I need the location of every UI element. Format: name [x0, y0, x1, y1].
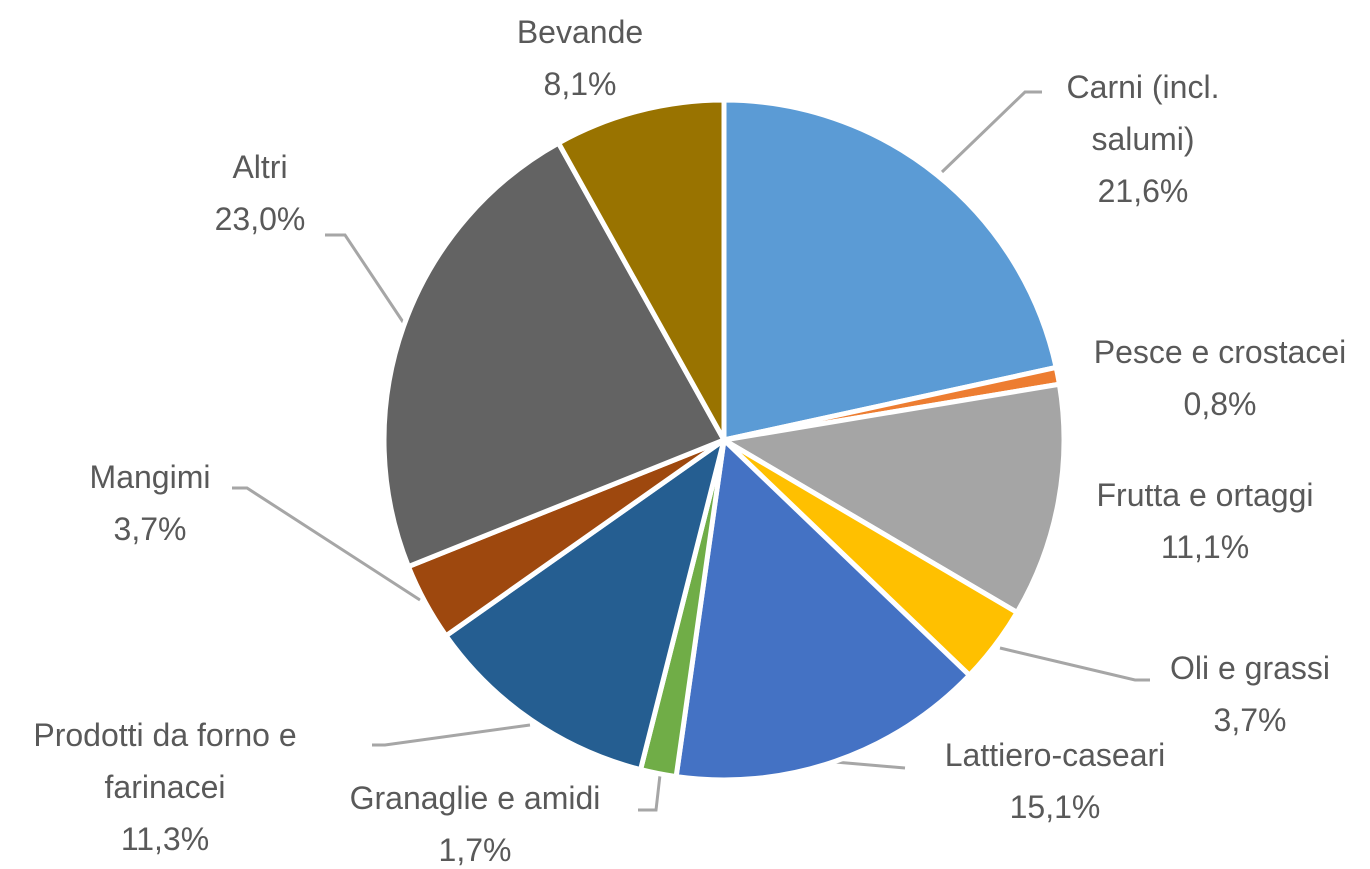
leader-line [232, 486, 421, 602]
leader-line [638, 774, 662, 812]
pie-slice [443, 437, 727, 773]
leader-line [372, 723, 531, 747]
pie-slice [555, 97, 727, 443]
leader-lines [232, 90, 1150, 812]
value-label: 11,3% [120, 821, 210, 857]
value-label: 23,0% [214, 201, 306, 237]
value-label: 11,1% [1160, 529, 1250, 565]
data-label: Frutta e ortaggi 11,1% [1035, 469, 1370, 573]
value-label: 8,1% [543, 66, 617, 102]
pie-slice [721, 97, 1059, 443]
category-label: Oli e grassi [1169, 650, 1331, 686]
category-label: Prodotti da forno e farinacei [33, 717, 297, 805]
value-label: 3,7% [1213, 702, 1287, 738]
data-label: Lattiero-caseari 15,1% [895, 729, 1215, 833]
value-label: 1,7% [438, 832, 512, 868]
data-label: Altri 23,0% [160, 141, 360, 245]
data-label: Granaglie e amidi 1,7% [305, 772, 645, 869]
leader-line [325, 233, 407, 326]
leader-line [999, 646, 1150, 682]
pie-slice [673, 437, 972, 783]
data-label: Mangimi 3,7% [50, 451, 250, 555]
category-label: Lattiero-caseari [944, 737, 1166, 773]
category-label: Granaglie e amidi [349, 780, 601, 816]
value-label: 3,7% [113, 511, 187, 547]
category-label: Frutta e ortaggi [1096, 477, 1314, 513]
category-label: Bevande [516, 14, 644, 50]
pie-slice [381, 140, 727, 570]
category-label: Carni (incl. salumi) [1066, 69, 1220, 157]
pie-slice [721, 381, 1067, 615]
data-label: Oli e grassi 3,7% [1120, 642, 1370, 746]
data-label: Pesce e crostacei 0,8% [1040, 326, 1370, 430]
value-label: 21,6% [1097, 173, 1189, 209]
value-label: 15,1% [1009, 789, 1101, 825]
leader-line [940, 90, 1042, 174]
data-label: Bevande 8,1% [470, 6, 690, 110]
data-label: Prodotti da forno e farinacei 11,3% [33, 709, 298, 865]
data-label: Carni (incl. salumi) 21,6% [1043, 61, 1243, 217]
leader-line [834, 760, 906, 770]
value-label: 0,8% [1183, 386, 1257, 422]
category-label: Pesce e crostacei [1093, 334, 1347, 370]
category-label: Altri [232, 149, 288, 185]
category-label: Mangimi [89, 459, 211, 495]
